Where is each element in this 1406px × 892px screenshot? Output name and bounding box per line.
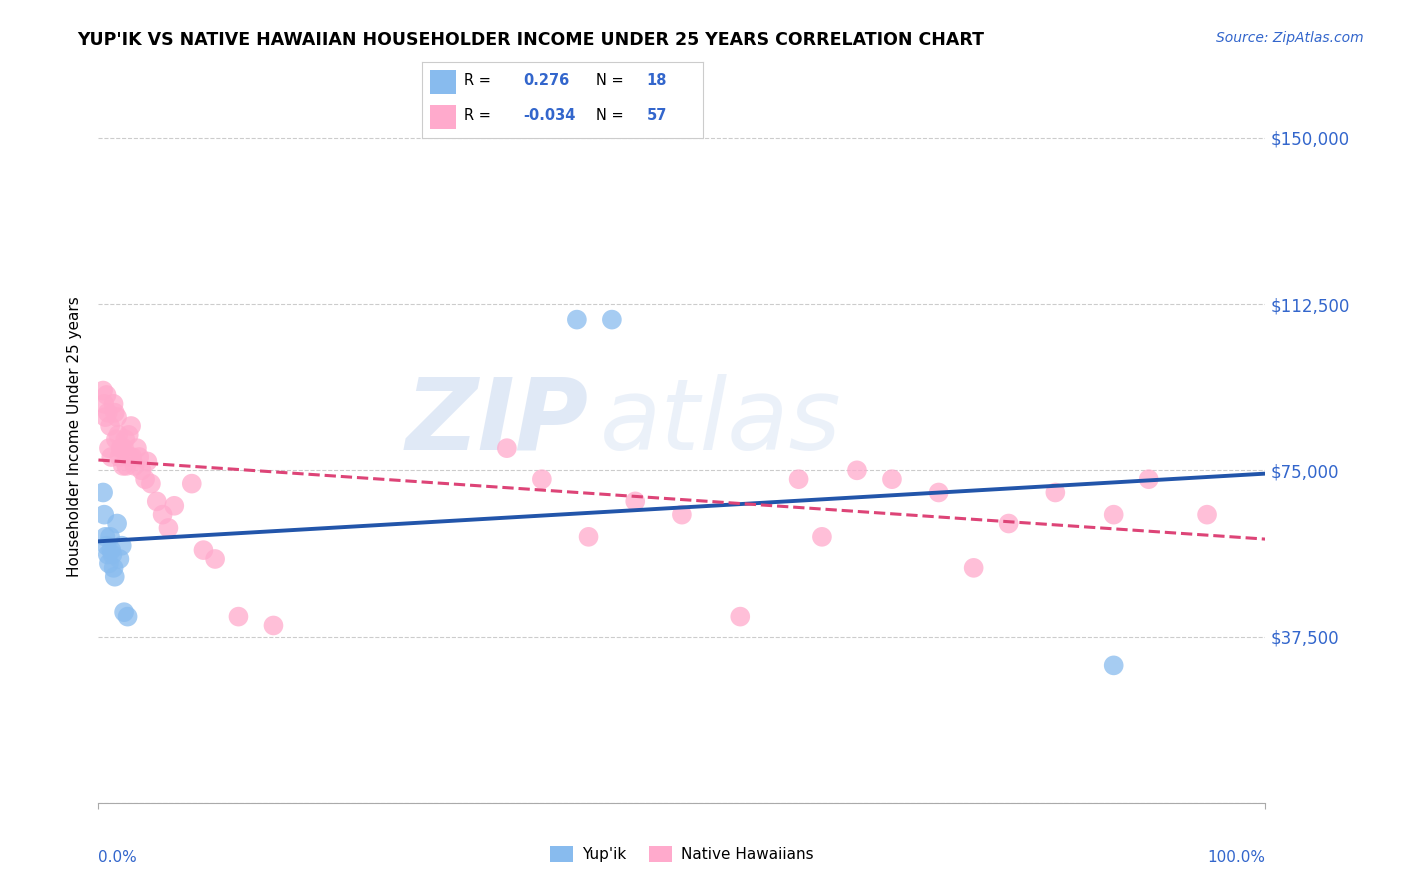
Point xyxy=(104,406,127,420)
Point xyxy=(565,312,588,326)
Point xyxy=(115,458,138,473)
Point xyxy=(997,516,1019,531)
Point xyxy=(121,450,143,464)
Text: 0.0%: 0.0% xyxy=(98,850,138,865)
Point xyxy=(120,419,142,434)
FancyBboxPatch shape xyxy=(430,70,456,95)
Point xyxy=(811,530,834,544)
Point xyxy=(100,543,122,558)
Point xyxy=(131,463,153,477)
Point xyxy=(96,539,118,553)
Point xyxy=(108,450,131,464)
Point xyxy=(124,458,146,473)
Point xyxy=(136,454,159,468)
Point xyxy=(91,485,114,500)
Point xyxy=(97,406,120,420)
Point xyxy=(846,463,869,477)
Point xyxy=(107,428,129,442)
Text: -0.034: -0.034 xyxy=(523,108,575,123)
Point xyxy=(125,441,148,455)
Point xyxy=(111,539,134,553)
Text: 100.0%: 100.0% xyxy=(1208,850,1265,865)
Point xyxy=(962,561,984,575)
Point xyxy=(93,397,115,411)
Point xyxy=(180,476,202,491)
Point xyxy=(98,419,121,434)
Point xyxy=(193,543,215,558)
Text: 57: 57 xyxy=(647,108,666,123)
Point xyxy=(94,530,117,544)
Point xyxy=(108,552,131,566)
Point xyxy=(97,548,120,562)
Point xyxy=(111,441,134,455)
Text: R =: R = xyxy=(464,108,491,123)
Point xyxy=(530,472,553,486)
Y-axis label: Householder Income Under 25 years: Householder Income Under 25 years xyxy=(67,297,83,577)
Point xyxy=(94,410,117,425)
Point xyxy=(100,450,122,464)
Point xyxy=(103,397,125,411)
Point xyxy=(496,441,519,455)
Point xyxy=(228,609,250,624)
Text: R =: R = xyxy=(464,73,491,88)
Text: YUP'IK VS NATIVE HAWAIIAN HOUSEHOLDER INCOME UNDER 25 YEARS CORRELATION CHART: YUP'IK VS NATIVE HAWAIIAN HOUSEHOLDER IN… xyxy=(77,31,984,49)
Point xyxy=(96,388,118,402)
Point xyxy=(146,494,169,508)
Point xyxy=(97,557,120,571)
Point xyxy=(93,508,115,522)
Point xyxy=(787,472,810,486)
Point xyxy=(111,458,134,473)
Point xyxy=(204,552,226,566)
Point xyxy=(262,618,284,632)
Point xyxy=(1102,658,1125,673)
Point xyxy=(110,441,132,455)
Point xyxy=(114,432,136,446)
Point xyxy=(105,516,128,531)
Text: Source: ZipAtlas.com: Source: ZipAtlas.com xyxy=(1216,31,1364,45)
Point xyxy=(117,609,139,624)
Point xyxy=(1195,508,1218,522)
Point xyxy=(671,508,693,522)
Point xyxy=(134,472,156,486)
Legend: Yup'ik, Native Hawaiians: Yup'ik, Native Hawaiians xyxy=(544,840,820,868)
Point xyxy=(624,494,647,508)
Text: atlas: atlas xyxy=(600,374,842,471)
Point xyxy=(105,410,128,425)
Point xyxy=(1045,485,1067,500)
Point xyxy=(101,548,124,562)
Point xyxy=(118,450,141,464)
Text: 0.276: 0.276 xyxy=(523,73,569,88)
Text: N =: N = xyxy=(596,73,624,88)
Point xyxy=(152,508,174,522)
Point xyxy=(98,530,121,544)
Point xyxy=(97,441,120,455)
Text: ZIP: ZIP xyxy=(405,374,589,471)
Point xyxy=(91,384,114,398)
FancyBboxPatch shape xyxy=(430,105,456,129)
Point xyxy=(104,432,127,446)
Point xyxy=(1137,472,1160,486)
Point xyxy=(163,499,186,513)
Text: N =: N = xyxy=(596,108,624,123)
Point xyxy=(104,570,127,584)
Point xyxy=(600,312,623,326)
Point xyxy=(118,428,141,442)
Point xyxy=(730,609,752,624)
Text: 18: 18 xyxy=(647,73,668,88)
Point xyxy=(880,472,903,486)
Point xyxy=(928,485,950,500)
Point xyxy=(578,530,600,544)
Point xyxy=(1102,508,1125,522)
Point xyxy=(103,561,125,575)
Point xyxy=(128,450,150,464)
Point xyxy=(139,476,162,491)
Point xyxy=(112,605,135,619)
Point xyxy=(112,441,135,455)
Point xyxy=(157,521,180,535)
